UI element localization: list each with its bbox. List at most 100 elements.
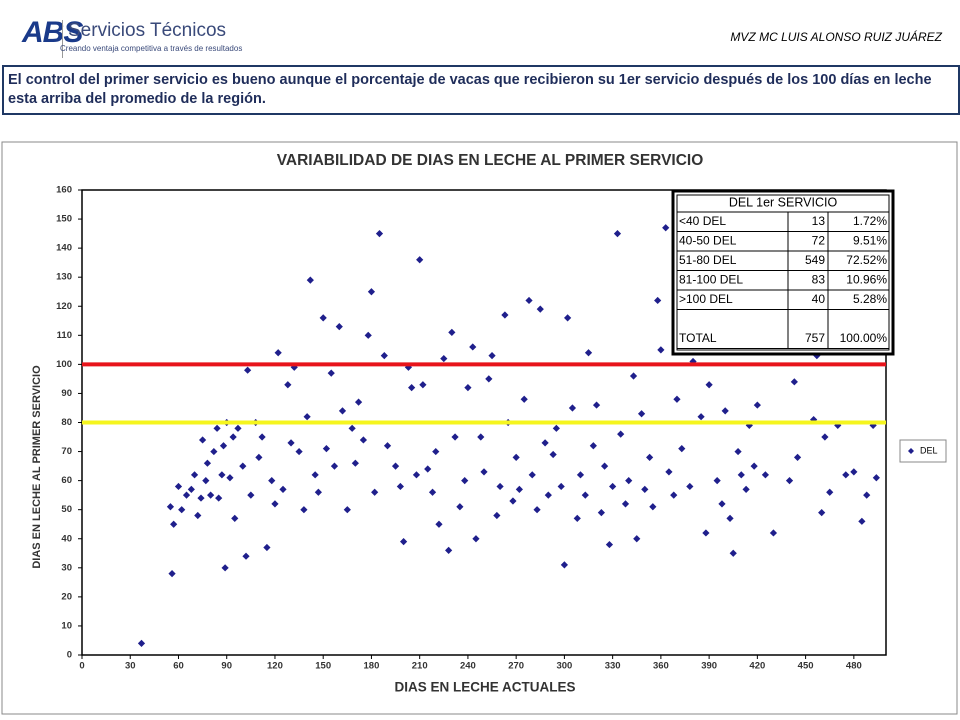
point: [525, 296, 533, 305]
point: [408, 384, 416, 392]
point: [818, 508, 826, 517]
point: [673, 395, 681, 403]
x-tick-label: 60: [173, 661, 184, 672]
point: [190, 471, 199, 479]
point: [496, 482, 504, 491]
point: [375, 229, 384, 238]
point: [872, 474, 880, 482]
table-cell: <40 DEL: [679, 214, 726, 228]
point: [343, 506, 351, 514]
point: [568, 404, 577, 412]
point: [319, 314, 327, 322]
point: [821, 433, 829, 441]
point: [560, 561, 568, 569]
tagline: Creando ventaja competitiva a través de …: [60, 44, 243, 53]
table-cell: >100 DEL: [679, 292, 733, 306]
point: [753, 401, 761, 409]
point: [300, 506, 308, 514]
x-tick-label: 330: [605, 661, 621, 672]
point: [327, 369, 335, 377]
point: [613, 229, 622, 238]
legend-marker: [908, 448, 914, 454]
y-tick-label: 20: [61, 591, 72, 602]
y-tick-label: 40: [61, 533, 72, 544]
point: [448, 328, 456, 337]
table-cell: 83: [812, 272, 826, 286]
table-cell: 549: [805, 253, 825, 267]
point: [424, 465, 432, 473]
point: [541, 439, 549, 447]
table-cell: 100.00%: [840, 331, 888, 345]
point: [520, 395, 528, 403]
point: [440, 354, 448, 363]
x-tick-label: 480: [846, 661, 862, 672]
x-tick-label: 270: [508, 661, 524, 672]
table-inner: [676, 194, 890, 351]
x-tick-label: 0: [79, 661, 84, 672]
point: [279, 485, 287, 493]
point: [629, 372, 638, 380]
point: [790, 378, 798, 386]
point: [255, 453, 263, 461]
point: [826, 488, 834, 496]
point: [678, 445, 686, 453]
point: [335, 322, 343, 331]
table-cell: 72.52%: [846, 253, 887, 267]
point: [380, 352, 388, 360]
point: [258, 433, 266, 441]
point: [311, 471, 319, 479]
point: [367, 288, 376, 296]
table-cell: 51-80 DEL: [679, 253, 737, 267]
point: [400, 538, 408, 546]
point: [589, 442, 597, 450]
point: [197, 494, 205, 502]
point: [726, 514, 734, 523]
point: [168, 570, 176, 578]
point: [750, 462, 758, 470]
point: [842, 471, 850, 479]
point: [199, 436, 207, 444]
point: [641, 485, 649, 493]
point: [234, 424, 242, 432]
point: [649, 503, 657, 511]
table-title: DEL 1er SERVICIO: [729, 195, 838, 209]
point: [697, 413, 705, 421]
point: [665, 468, 673, 476]
point: [863, 491, 871, 499]
x-tick-label: 450: [798, 661, 814, 672]
point: [456, 503, 464, 511]
table-cell: 40: [812, 292, 826, 306]
point: [721, 407, 729, 415]
point: [564, 314, 572, 322]
point: [207, 491, 215, 499]
y-tick-label: 110: [57, 330, 72, 341]
point: [670, 491, 678, 499]
message: El control del primer servicio es bueno …: [2, 65, 960, 115]
point: [488, 352, 496, 360]
table-cell: 13: [812, 214, 826, 228]
y-tick-label: 50: [61, 504, 72, 515]
point: [284, 381, 292, 389]
legend-label: DEL: [920, 445, 938, 455]
chart-title: VARIABILIDAD DE DIAS EN LECHE AL PRIMER …: [277, 152, 704, 169]
point: [858, 517, 866, 525]
point: [213, 424, 221, 432]
table-cell: 9.51%: [853, 233, 887, 247]
point: [239, 462, 247, 470]
point: [263, 543, 271, 552]
point: [166, 503, 175, 511]
point: [501, 311, 509, 319]
point: [268, 477, 276, 485]
logo-divider: [62, 20, 63, 58]
point: [396, 482, 404, 491]
point: [194, 511, 202, 520]
point: [509, 497, 517, 505]
y-tick-label: 90: [61, 388, 72, 399]
point: [432, 447, 440, 456]
point: [419, 381, 427, 389]
point: [445, 546, 453, 554]
point: [178, 506, 186, 514]
point: [314, 488, 322, 496]
point: [348, 424, 356, 432]
